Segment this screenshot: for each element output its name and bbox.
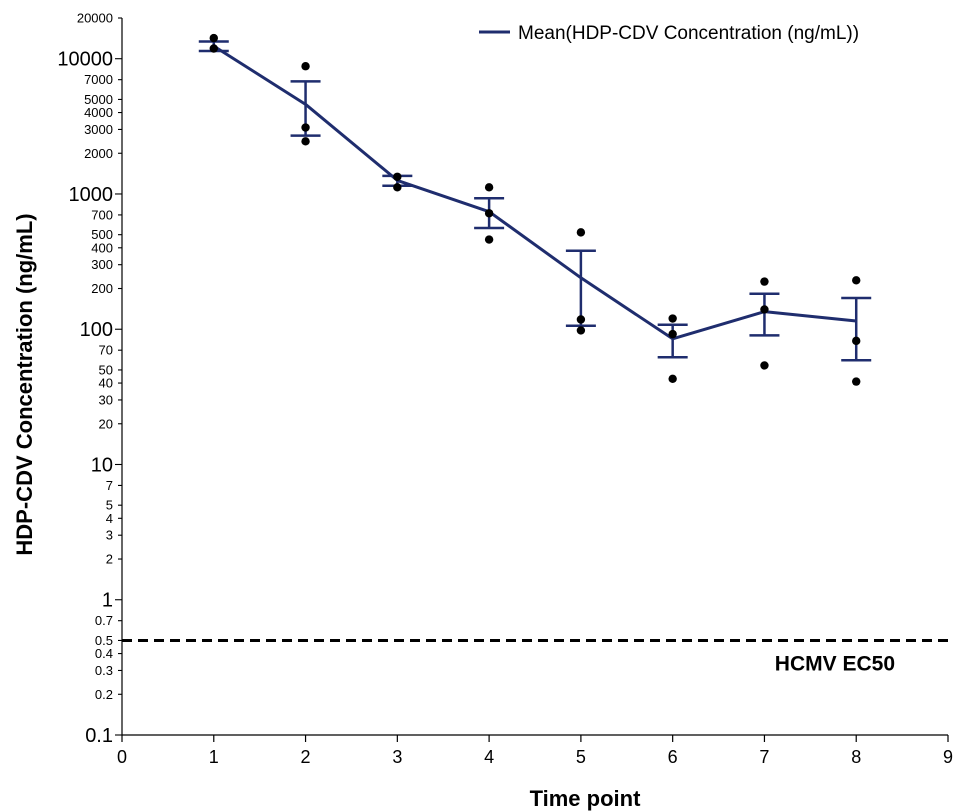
x-tick-label: 2 — [301, 747, 311, 767]
data-point — [760, 277, 769, 286]
data-point — [760, 305, 769, 314]
x-tick-label: 4 — [484, 747, 494, 767]
y-axis-title: HDP-CDV Concentration (ng/mL) — [12, 213, 37, 555]
data-point — [393, 183, 402, 192]
y-tick-label: 7 — [106, 478, 113, 493]
y-tick-label: 70 — [99, 343, 113, 358]
data-point — [668, 329, 677, 339]
y-tick-label: 0.3 — [95, 663, 113, 678]
y-tick-label: 10000 — [57, 49, 113, 71]
y-tick-label: 10 — [91, 454, 113, 476]
y-tick-label: 300 — [91, 257, 113, 272]
y-tick-label: 2000 — [84, 146, 113, 161]
y-tick-label: 0.2 — [95, 687, 113, 702]
x-tick-label: 9 — [943, 747, 953, 767]
y-tick-label: 1 — [102, 590, 113, 612]
x-tick-label: 6 — [668, 747, 678, 767]
data-point — [209, 44, 218, 53]
data-point — [668, 314, 677, 323]
data-point — [301, 62, 310, 71]
legend-label: Mean(HDP-CDV Concentration (ng/mL)) — [518, 23, 859, 44]
y-tick-label: 0.5 — [95, 633, 113, 648]
y-tick-label: 7000 — [84, 72, 113, 87]
series-group — [198, 40, 872, 362]
mean-line — [212, 44, 857, 341]
y-tick-label: 100 — [80, 319, 113, 341]
data-point — [484, 183, 494, 192]
y-tick-label: 0.1 — [85, 725, 113, 747]
y-tick-label: 20000 — [77, 11, 113, 26]
data-point — [668, 374, 677, 384]
data-point — [852, 276, 861, 285]
y-tick-label: 4000 — [84, 105, 113, 120]
data-point — [852, 336, 861, 346]
data-point — [576, 315, 586, 324]
y-tick-label: 0.4 — [95, 646, 113, 661]
y-tick-label: 400 — [91, 240, 113, 255]
x-axis-title: Time point — [530, 786, 641, 811]
reference-line-label: HCMV EC50 — [775, 652, 895, 675]
data-point — [301, 137, 310, 146]
legend: Mean(HDP-CDV Concentration (ng/mL)) — [479, 23, 859, 44]
y-tick-label: 20 — [99, 416, 113, 431]
data-point — [484, 235, 494, 244]
axes: 0 1 2 3 4 5 6 7 8 9200001000070005000400030002000… — [57, 11, 953, 768]
y-tick-label: 30 — [99, 392, 113, 407]
y-tick-label: 3 — [106, 528, 113, 543]
x-tick-label: 0 — [117, 747, 127, 767]
individual-points-group — [209, 33, 861, 386]
x-tick-label: 1 — [209, 747, 219, 767]
data-point — [852, 377, 861, 386]
y-tick-label: 2 — [106, 552, 113, 567]
y-tick-label: 40 — [99, 376, 113, 391]
y-tick-label: 1000 — [69, 184, 114, 206]
y-tick-label: 0.7 — [95, 613, 113, 628]
data-point — [576, 228, 586, 237]
data-point — [484, 209, 494, 218]
y-tick-label: 50 — [99, 362, 113, 377]
data-point — [393, 172, 402, 181]
data-point — [301, 123, 310, 132]
y-tick-label: 500 — [91, 227, 113, 242]
data-point — [760, 361, 769, 370]
y-tick-label: 5 — [106, 498, 113, 513]
x-tick-label: 3 — [392, 747, 402, 767]
y-tick-label: 700 — [91, 207, 113, 222]
x-tick-label: 5 — [576, 747, 586, 767]
y-tick-label: 3000 — [84, 122, 113, 137]
x-tick-label: 7 — [759, 747, 769, 767]
x-tick-label: 8 — [851, 747, 861, 767]
y-tick-label: 200 — [91, 281, 113, 296]
y-tick-label: 5000 — [84, 92, 113, 107]
data-point — [209, 33, 218, 43]
y-tick-label: 4 — [106, 511, 113, 526]
data-point — [576, 326, 586, 335]
